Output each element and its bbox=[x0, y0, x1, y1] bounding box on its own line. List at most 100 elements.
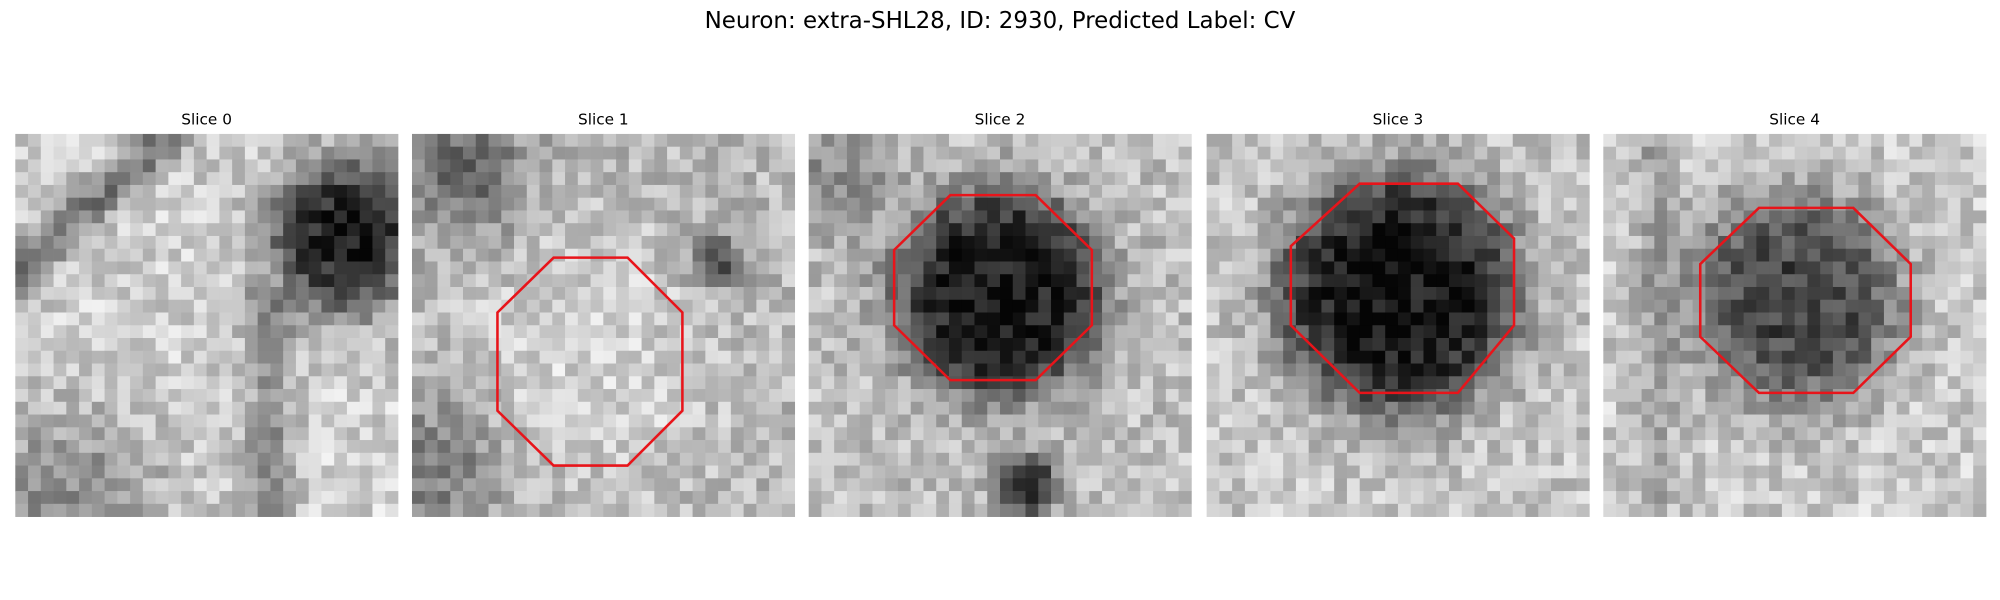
pixel bbox=[270, 427, 284, 441]
pixel bbox=[1219, 491, 1233, 505]
pixel bbox=[1206, 325, 1220, 339]
pixel bbox=[539, 159, 553, 173]
pixel bbox=[488, 452, 502, 466]
pixel bbox=[1051, 465, 1065, 479]
pixel bbox=[244, 261, 259, 275]
pixel bbox=[488, 325, 502, 339]
pixel bbox=[1679, 389, 1693, 403]
pixel bbox=[1781, 286, 1796, 301]
pixel bbox=[1270, 146, 1284, 160]
pixel bbox=[1743, 133, 1757, 148]
pixel bbox=[488, 274, 502, 288]
pixel bbox=[232, 172, 246, 186]
pixel bbox=[603, 133, 617, 148]
pixel bbox=[1692, 248, 1706, 262]
pixel bbox=[1896, 235, 1910, 250]
pixel bbox=[1102, 286, 1116, 301]
pixel bbox=[321, 491, 335, 505]
pixel bbox=[1063, 452, 1077, 466]
pixel bbox=[1025, 133, 1039, 148]
pixel bbox=[936, 274, 950, 288]
pixel bbox=[1076, 363, 1090, 377]
pixel bbox=[1603, 312, 1617, 326]
pixel bbox=[1334, 452, 1348, 466]
pixel bbox=[1883, 133, 1898, 148]
pixel bbox=[385, 248, 399, 262]
pixel bbox=[1423, 299, 1437, 313]
pixel bbox=[1089, 440, 1103, 454]
pixel bbox=[308, 133, 322, 148]
pixel bbox=[1500, 465, 1514, 479]
pixel bbox=[834, 133, 848, 148]
pixel bbox=[1551, 376, 1565, 390]
pixel bbox=[948, 299, 963, 313]
pixel bbox=[1909, 350, 1923, 364]
pixel bbox=[1769, 401, 1783, 415]
pixel bbox=[1321, 376, 1335, 390]
pixel bbox=[1270, 184, 1284, 199]
pixel bbox=[450, 235, 464, 250]
pixel bbox=[219, 491, 233, 505]
pixel bbox=[756, 414, 770, 428]
pixel bbox=[885, 350, 899, 364]
pixel bbox=[1628, 401, 1642, 415]
pixel bbox=[79, 325, 93, 339]
pixel bbox=[372, 427, 386, 441]
pixel bbox=[1127, 414, 1141, 428]
pixel bbox=[1410, 440, 1424, 454]
pixel bbox=[603, 210, 617, 224]
pixel bbox=[885, 465, 899, 479]
pixel bbox=[104, 197, 118, 211]
pixel bbox=[346, 274, 361, 288]
pixel bbox=[66, 465, 80, 479]
pixel bbox=[117, 503, 131, 517]
pixel bbox=[1832, 286, 1847, 301]
pixel bbox=[450, 172, 464, 186]
pixel bbox=[961, 503, 975, 517]
pixel bbox=[641, 363, 655, 377]
pixel bbox=[769, 427, 783, 441]
pixel bbox=[1667, 184, 1681, 199]
pixel bbox=[1603, 223, 1617, 237]
pixel bbox=[1807, 274, 1821, 288]
pixel bbox=[450, 184, 464, 199]
pixel bbox=[987, 146, 1001, 160]
pixel bbox=[1385, 184, 1399, 199]
pixel bbox=[987, 299, 1001, 313]
pixel bbox=[1909, 299, 1923, 313]
pixel bbox=[346, 299, 361, 313]
pixel bbox=[1038, 146, 1052, 160]
pixel bbox=[1308, 197, 1322, 211]
pixel bbox=[1385, 401, 1399, 415]
pixel bbox=[1397, 146, 1412, 160]
pixel bbox=[1705, 376, 1719, 390]
pixel bbox=[1794, 261, 1808, 275]
pixel bbox=[1334, 274, 1348, 288]
pixel bbox=[437, 465, 451, 479]
pixel bbox=[1973, 261, 1987, 275]
pixel bbox=[1206, 465, 1220, 479]
pixel bbox=[206, 389, 220, 403]
pixel bbox=[1321, 338, 1335, 352]
pixel bbox=[1063, 465, 1077, 479]
pixel bbox=[1127, 427, 1141, 441]
pixel bbox=[1667, 363, 1681, 377]
pixel bbox=[987, 414, 1001, 428]
pixel bbox=[270, 210, 284, 224]
pixel bbox=[1178, 172, 1192, 186]
pixel bbox=[1346, 312, 1361, 326]
pixel bbox=[1474, 414, 1488, 428]
pixel bbox=[1896, 376, 1910, 390]
pixel bbox=[1705, 452, 1719, 466]
pixel bbox=[1641, 235, 1655, 250]
pixel bbox=[117, 376, 131, 390]
pixel bbox=[1076, 248, 1090, 262]
pixel bbox=[1525, 350, 1539, 364]
pixel bbox=[936, 133, 950, 148]
pixel bbox=[359, 452, 373, 466]
pixel bbox=[641, 299, 655, 313]
pixel bbox=[846, 325, 861, 339]
pixel bbox=[1794, 465, 1808, 479]
pixel bbox=[1896, 146, 1910, 160]
pixel bbox=[66, 223, 80, 237]
